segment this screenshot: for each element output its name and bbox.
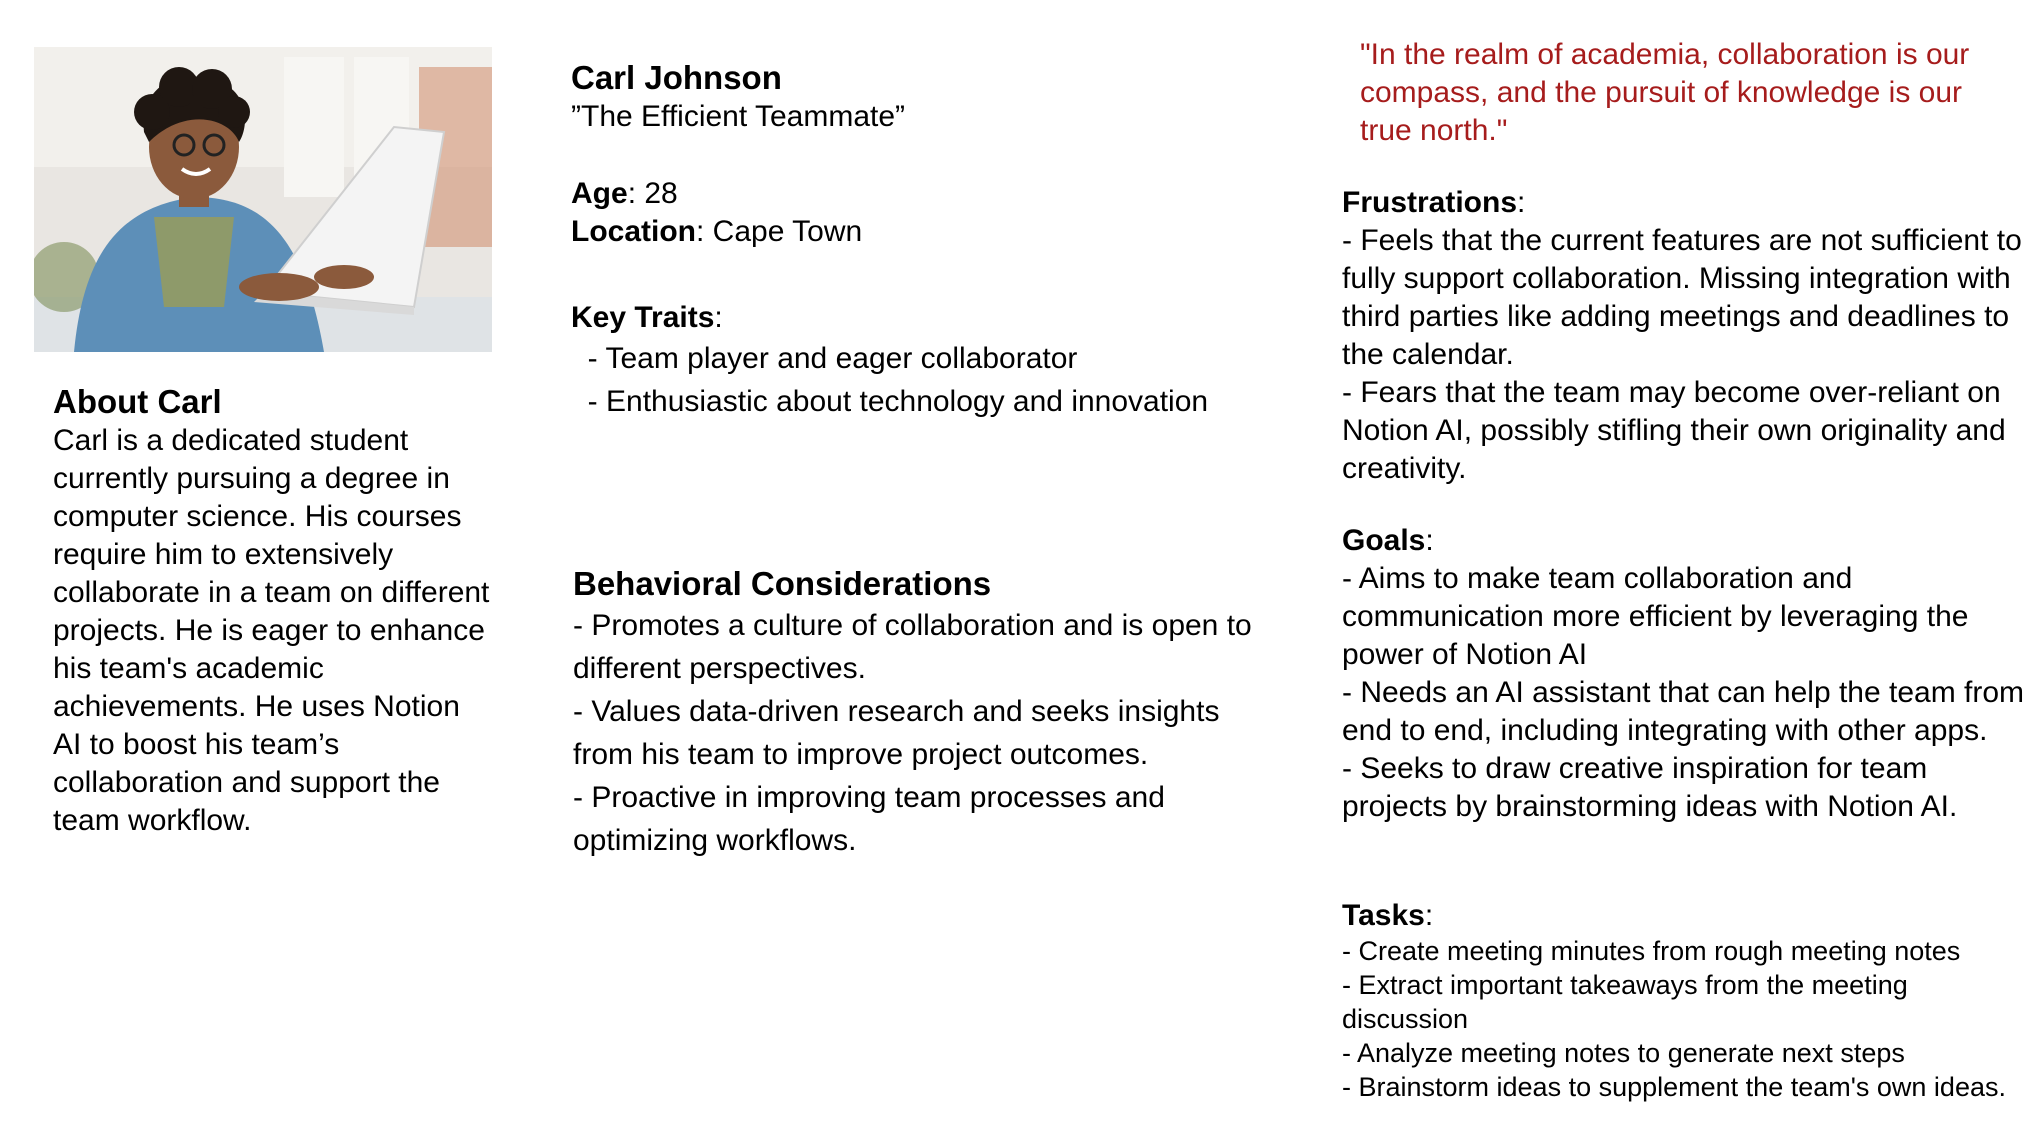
location-label: Location — [571, 215, 696, 248]
list-item: - Seeks to draw creative inspiration for… — [1342, 752, 1958, 823]
age-value: : 28 — [627, 177, 678, 210]
behavioral-list: - Promotes a culture of collaboration an… — [573, 604, 1273, 862]
persona-name: Carl Johnson — [571, 59, 782, 96]
goals-label: Goals — [1342, 524, 1426, 557]
list-item: - Enthusiastic about technology and inno… — [571, 385, 1209, 418]
goals-heading: Goals: — [1342, 522, 1434, 560]
persona-photo — [34, 47, 492, 352]
location-value: : Cape Town — [696, 215, 863, 248]
tasks-list: - Create meeting minutes from rough meet… — [1342, 934, 2022, 1104]
list-item: - Create meeting minutes from rough meet… — [1342, 936, 1961, 966]
persona-quote: "In the realm of academia, collaboration… — [1360, 38, 1970, 147]
list-item: - Promotes a culture of collaboration an… — [573, 609, 1252, 685]
key-traits-list: - Team player and eager collaborator - E… — [571, 337, 1208, 423]
age-line: Age: 28 — [571, 175, 678, 213]
goals-suffix: : — [1425, 524, 1434, 557]
list-item: - Aims to make team collaboration and co… — [1342, 562, 1969, 671]
frustrations-heading: Frustrations: — [1342, 184, 1525, 222]
goals-list: - Aims to make team collaboration and co… — [1342, 560, 2032, 826]
persona-nickname: ”The Efficient Teammate” — [571, 100, 906, 133]
frustrations-list: - Feels that the current features are no… — [1342, 222, 2022, 488]
tasks-heading: Tasks: — [1342, 897, 1433, 935]
list-item: - Extract important takeaways from the m… — [1342, 970, 1908, 1034]
list-item: - Feels that the current features are no… — [1342, 224, 2022, 371]
frustrations-label: Frustrations — [1342, 186, 1518, 219]
location-line: Location: Cape Town — [571, 213, 862, 251]
key-traits-heading: Key Traits: — [571, 299, 723, 337]
frustrations-suffix: : — [1517, 186, 1526, 219]
tasks-suffix: : — [1424, 899, 1434, 932]
persona-photo-illustration — [34, 47, 492, 352]
key-traits-label: Key Traits — [571, 301, 715, 334]
list-item: - Analyze meeting notes to generate next… — [1342, 1038, 1905, 1068]
age-label: Age — [571, 177, 628, 210]
list-item: - Brainstorm ideas to supplement the tea… — [1342, 1072, 2006, 1102]
list-item: - Proactive in improving team processes … — [573, 781, 1165, 857]
about-title: About Carl — [53, 383, 222, 420]
tasks-label: Tasks — [1342, 899, 1425, 932]
list-item: - Values data-driven research and seeks … — [573, 695, 1220, 771]
about-body: Carl is a dedicated student currently pu… — [53, 424, 490, 837]
behavioral-title: Behavioral Considerations — [573, 565, 992, 602]
list-item: - Needs an AI assistant that can help th… — [1342, 676, 2025, 747]
list-item: - Team player and eager collaborator — [571, 342, 1078, 375]
key-traits-suffix: : — [714, 301, 723, 334]
list-item: - Fears that the team may become over-re… — [1342, 376, 2006, 485]
